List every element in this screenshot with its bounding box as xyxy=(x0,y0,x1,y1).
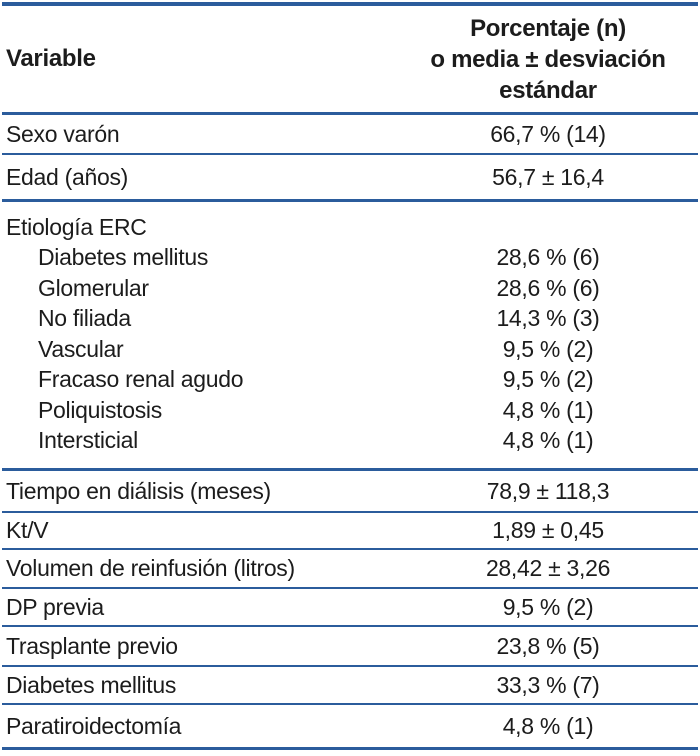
row-value: 28,6 % (6) xyxy=(496,274,600,301)
table-group-etiologia-erc: Etiología ERC Diabetes mellitus 28,6 % (… xyxy=(2,202,698,471)
row-label: Diabetes mellitus xyxy=(38,244,209,271)
row-value: 9,5 % (2) xyxy=(502,593,594,620)
column-header-line-2: o media ± desviación xyxy=(430,45,666,73)
row-value: 1,89 ± 0,45 xyxy=(492,517,604,543)
column-header-line-3: estándar xyxy=(499,76,597,104)
row-value: 66,7 % (14) xyxy=(490,120,606,147)
table-row-paratiroidectomia: Paratiroidectomía 4,8 % (1) xyxy=(2,705,698,750)
row-label: Fracaso renal agudo xyxy=(38,366,244,393)
row-value: 23,8 % (5) xyxy=(496,632,600,659)
table-row-fracaso-renal-agudo: Fracaso renal agudo 9,5 % (2) xyxy=(2,365,698,396)
row-value: 78,9 ± 118,3 xyxy=(486,477,610,504)
group-label: Etiología ERC xyxy=(6,213,147,240)
table-row-sexo-varon: Sexo varón 66,7 % (14) xyxy=(2,115,698,155)
row-label: Sexo varón xyxy=(6,120,120,147)
table-row-tiempo-dialisis: Tiempo en diálisis (meses) 78,9 ± 118,3 xyxy=(2,471,698,513)
row-label: No filiada xyxy=(38,305,131,332)
row-label: Tiempo en diálisis (meses) xyxy=(6,477,271,504)
row-value: 4,8 % (1) xyxy=(502,396,594,423)
table-row-diabetes-mellitus: Diabetes mellitus 33,3 % (7) xyxy=(2,667,698,705)
table-row-trasplante-previo: Trasplante previo 23,8 % (5) xyxy=(2,627,698,667)
row-label: Edad (años) xyxy=(6,163,128,190)
row-label: Kt/V xyxy=(6,517,49,543)
row-value: 9,5 % (2) xyxy=(502,366,594,393)
table-row-vascular: Vascular 9,5 % (2) xyxy=(2,334,698,365)
table-row-poliquistosis: Poliquistosis 4,8 % (1) xyxy=(2,395,698,426)
row-value: 14,3 % (3) xyxy=(496,305,600,332)
table-row-no-filiada: No filiada 14,3 % (3) xyxy=(2,304,698,335)
table-row-volumen-reinfusion: Volumen de reinfusión (litros) 28,42 ± 3… xyxy=(2,550,698,589)
row-value: 56,7 ± 16,4 xyxy=(492,163,604,190)
row-label: Vascular xyxy=(38,335,124,362)
table-row-ktv: Kt/V 1,89 ± 0,45 xyxy=(2,513,698,550)
column-header-percentage-mean: Porcentaje (n) o media ± desviación está… xyxy=(398,13,698,106)
row-label: Diabetes mellitus xyxy=(6,671,177,698)
row-value: 28,6 % (6) xyxy=(496,244,600,271)
table-header-row: Variable Porcentaje (n) o media ± desvia… xyxy=(2,6,698,115)
table-row-edad: Edad (años) 56,7 ± 16,4 xyxy=(2,155,698,202)
row-value: 4,8 % (1) xyxy=(502,712,594,739)
column-header-line-1: Porcentaje (n) xyxy=(470,14,626,42)
row-value: 4,8 % (1) xyxy=(502,427,594,454)
row-label: Volumen de reinfusión (litros) xyxy=(6,555,295,581)
row-value: 28,42 ± 3,26 xyxy=(485,555,611,581)
group-header-row: Etiología ERC xyxy=(2,212,698,243)
row-label: Glomerular xyxy=(38,274,149,301)
row-label: Trasplante previo xyxy=(6,632,178,659)
row-label: Paratiroidectomía xyxy=(6,712,182,739)
table-row-glomerular: Glomerular 28,6 % (6) xyxy=(2,273,698,304)
column-header-variable: Variable xyxy=(6,45,96,72)
table-row-dp-previa: DP previa 9,5 % (2) xyxy=(2,589,698,627)
row-value: 33,3 % (7) xyxy=(496,671,600,698)
table-row-intersticial: Intersticial 4,8 % (1) xyxy=(2,426,698,457)
row-label: Poliquistosis xyxy=(38,396,162,423)
row-label: DP previa xyxy=(6,593,104,620)
table-row-diabetes-mellitus-etiologia: Diabetes mellitus 28,6 % (6) xyxy=(2,243,698,274)
row-value: 9,5 % (2) xyxy=(502,335,594,362)
row-label: Intersticial xyxy=(38,427,138,454)
